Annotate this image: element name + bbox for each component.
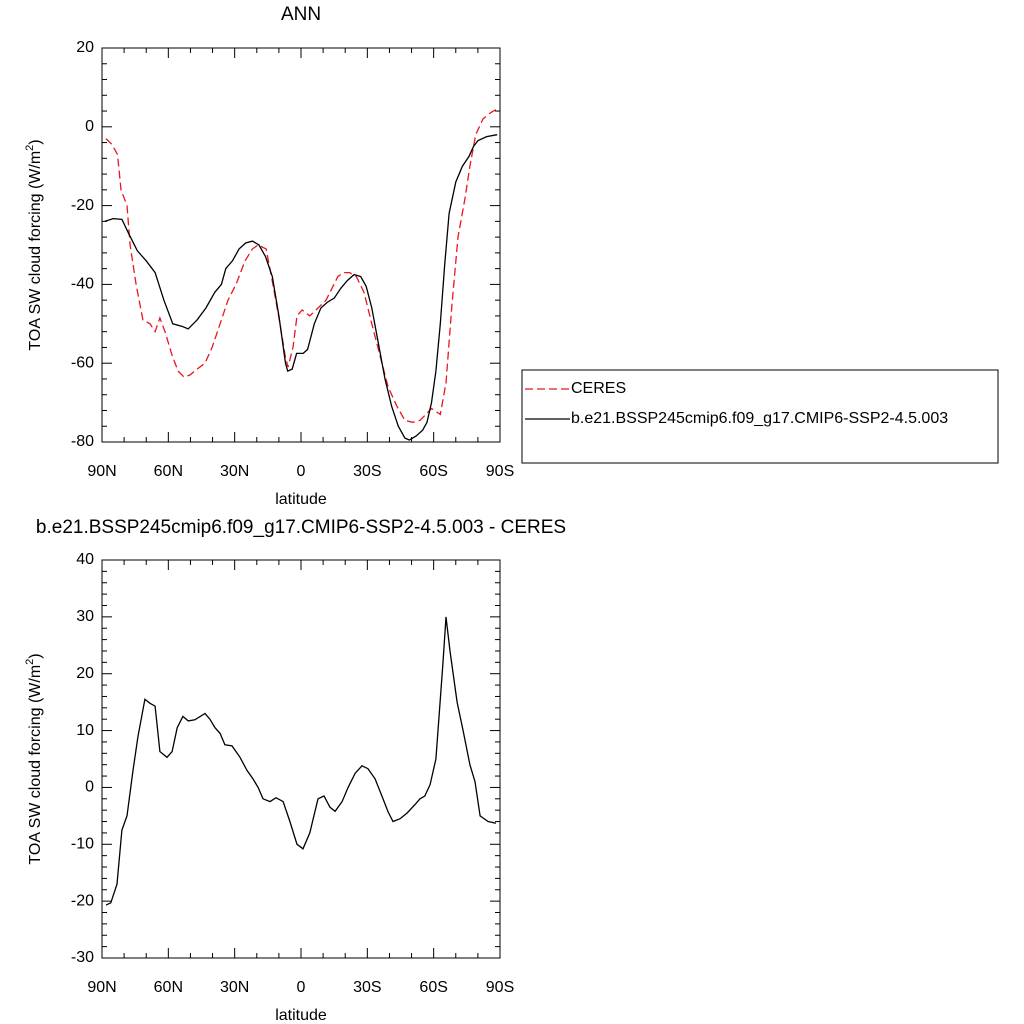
x-tick-label: 30N — [220, 463, 249, 480]
y-axis-label: TOA SW cloud forcing (W/m2) — [24, 139, 44, 350]
legend-label: CERES — [571, 380, 626, 397]
x-tick-label: 60S — [419, 463, 447, 480]
legend-box — [521, 369, 999, 464]
x-tick-label: 60N — [154, 979, 183, 996]
y-tick-label: 10 — [76, 722, 94, 739]
y-tick-label: -60 — [71, 354, 94, 371]
chart-title: ANN — [281, 4, 321, 25]
y-tick-label: -10 — [71, 836, 94, 853]
y-tick-label: 0 — [85, 779, 94, 796]
x-tick-label: 30N — [220, 979, 249, 996]
legend-label: b.e21.BSSP245cmip6.f09_g17.CMIP6-SSP2-4.… — [571, 410, 948, 427]
x-tick-label: 30S — [353, 463, 381, 480]
y-tick-label: -80 — [71, 433, 94, 450]
x-axis-label: latitude — [275, 491, 327, 508]
y-axis-label-superscript: 2 — [24, 659, 36, 665]
y-tick-label: 20 — [76, 665, 94, 682]
x-tick-label: 90N — [87, 979, 116, 996]
y-tick-label: 20 — [76, 39, 94, 56]
x-tick-label: 60S — [419, 979, 447, 996]
y-axis-label-text: TOA SW cloud forcing (W/m — [27, 665, 44, 865]
x-tick-label: 0 — [297, 979, 306, 996]
data-line — [105, 108, 498, 423]
y-axis-label-superscript: 2 — [24, 145, 36, 151]
x-axis-label: latitude — [275, 1007, 327, 1024]
data-line — [104, 134, 498, 441]
x-tick-label: 90N — [87, 463, 116, 480]
x-tick-label: 0 — [297, 463, 306, 480]
data-line — [105, 616, 497, 906]
y-tick-label: 0 — [85, 118, 94, 135]
plot-frame — [101, 559, 501, 959]
x-tick-label: 90S — [486, 463, 514, 480]
y-tick-label: 30 — [76, 608, 94, 625]
plot-frame — [101, 47, 501, 443]
x-tick-label: 60N — [154, 463, 183, 480]
y-tick-label: -30 — [71, 949, 94, 966]
y-tick-label: -20 — [71, 197, 94, 214]
chart-title: b.e21.BSSP245cmip6.f09_g17.CMIP6-SSP2-4.… — [36, 517, 566, 538]
y-axis-label-text: TOA SW cloud forcing (W/m — [27, 151, 44, 351]
y-axis-label-close: ) — [27, 139, 44, 144]
x-tick-label: 30S — [353, 979, 381, 996]
y-axis-label-close: ) — [27, 653, 44, 658]
y-tick-label: -40 — [71, 276, 94, 293]
y-tick-label: 40 — [76, 551, 94, 568]
y-axis-label: TOA SW cloud forcing (W/m2) — [24, 653, 44, 864]
x-tick-label: 90S — [486, 979, 514, 996]
y-tick-label: -20 — [71, 892, 94, 909]
